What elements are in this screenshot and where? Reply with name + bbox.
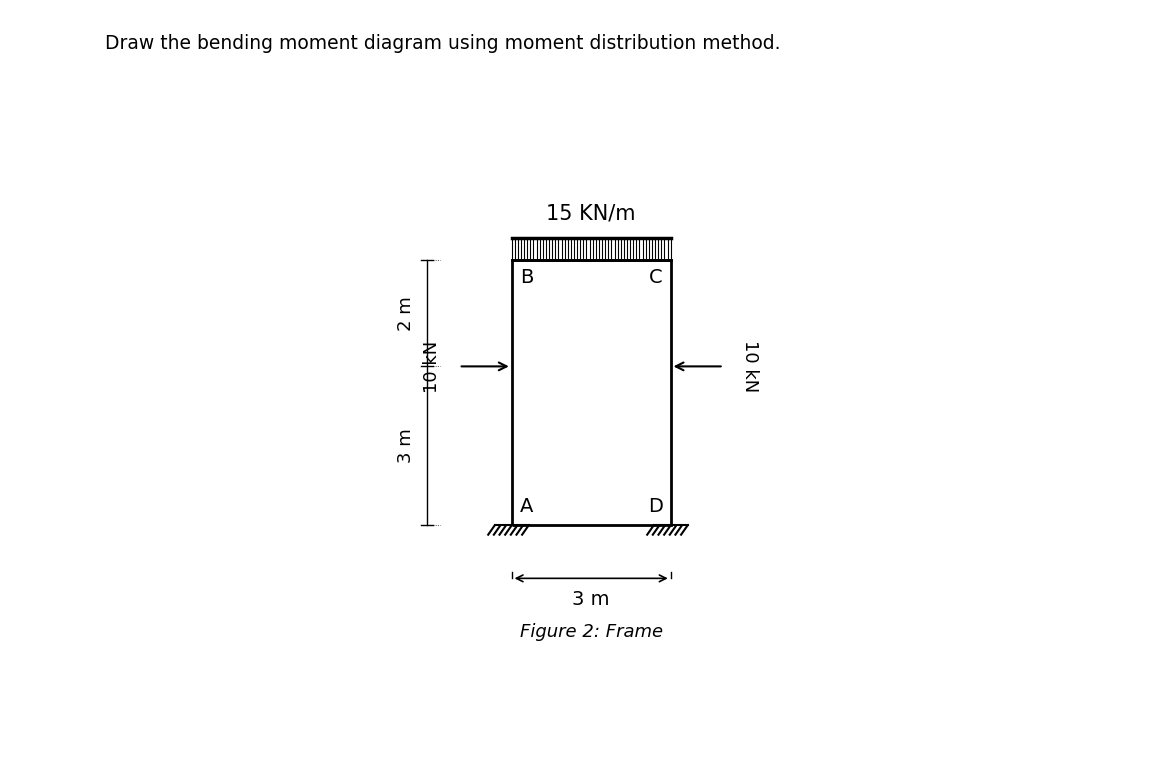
Text: A: A [520, 497, 533, 516]
Text: 10 kN: 10 kN [423, 340, 441, 393]
Text: 3 m: 3 m [397, 428, 415, 463]
Text: C: C [649, 269, 663, 288]
Text: 2 m: 2 m [397, 296, 415, 331]
Text: 10 kN: 10 kN [741, 340, 759, 393]
Text: D: D [648, 497, 663, 516]
Text: B: B [520, 269, 533, 288]
Text: 15 KN/m: 15 KN/m [546, 204, 636, 223]
Text: 3 m: 3 m [573, 590, 610, 609]
Text: Figure 2: Frame: Figure 2: Frame [519, 624, 663, 641]
Text: Draw the bending moment diagram using moment distribution method.: Draw the bending moment diagram using mo… [105, 34, 781, 53]
